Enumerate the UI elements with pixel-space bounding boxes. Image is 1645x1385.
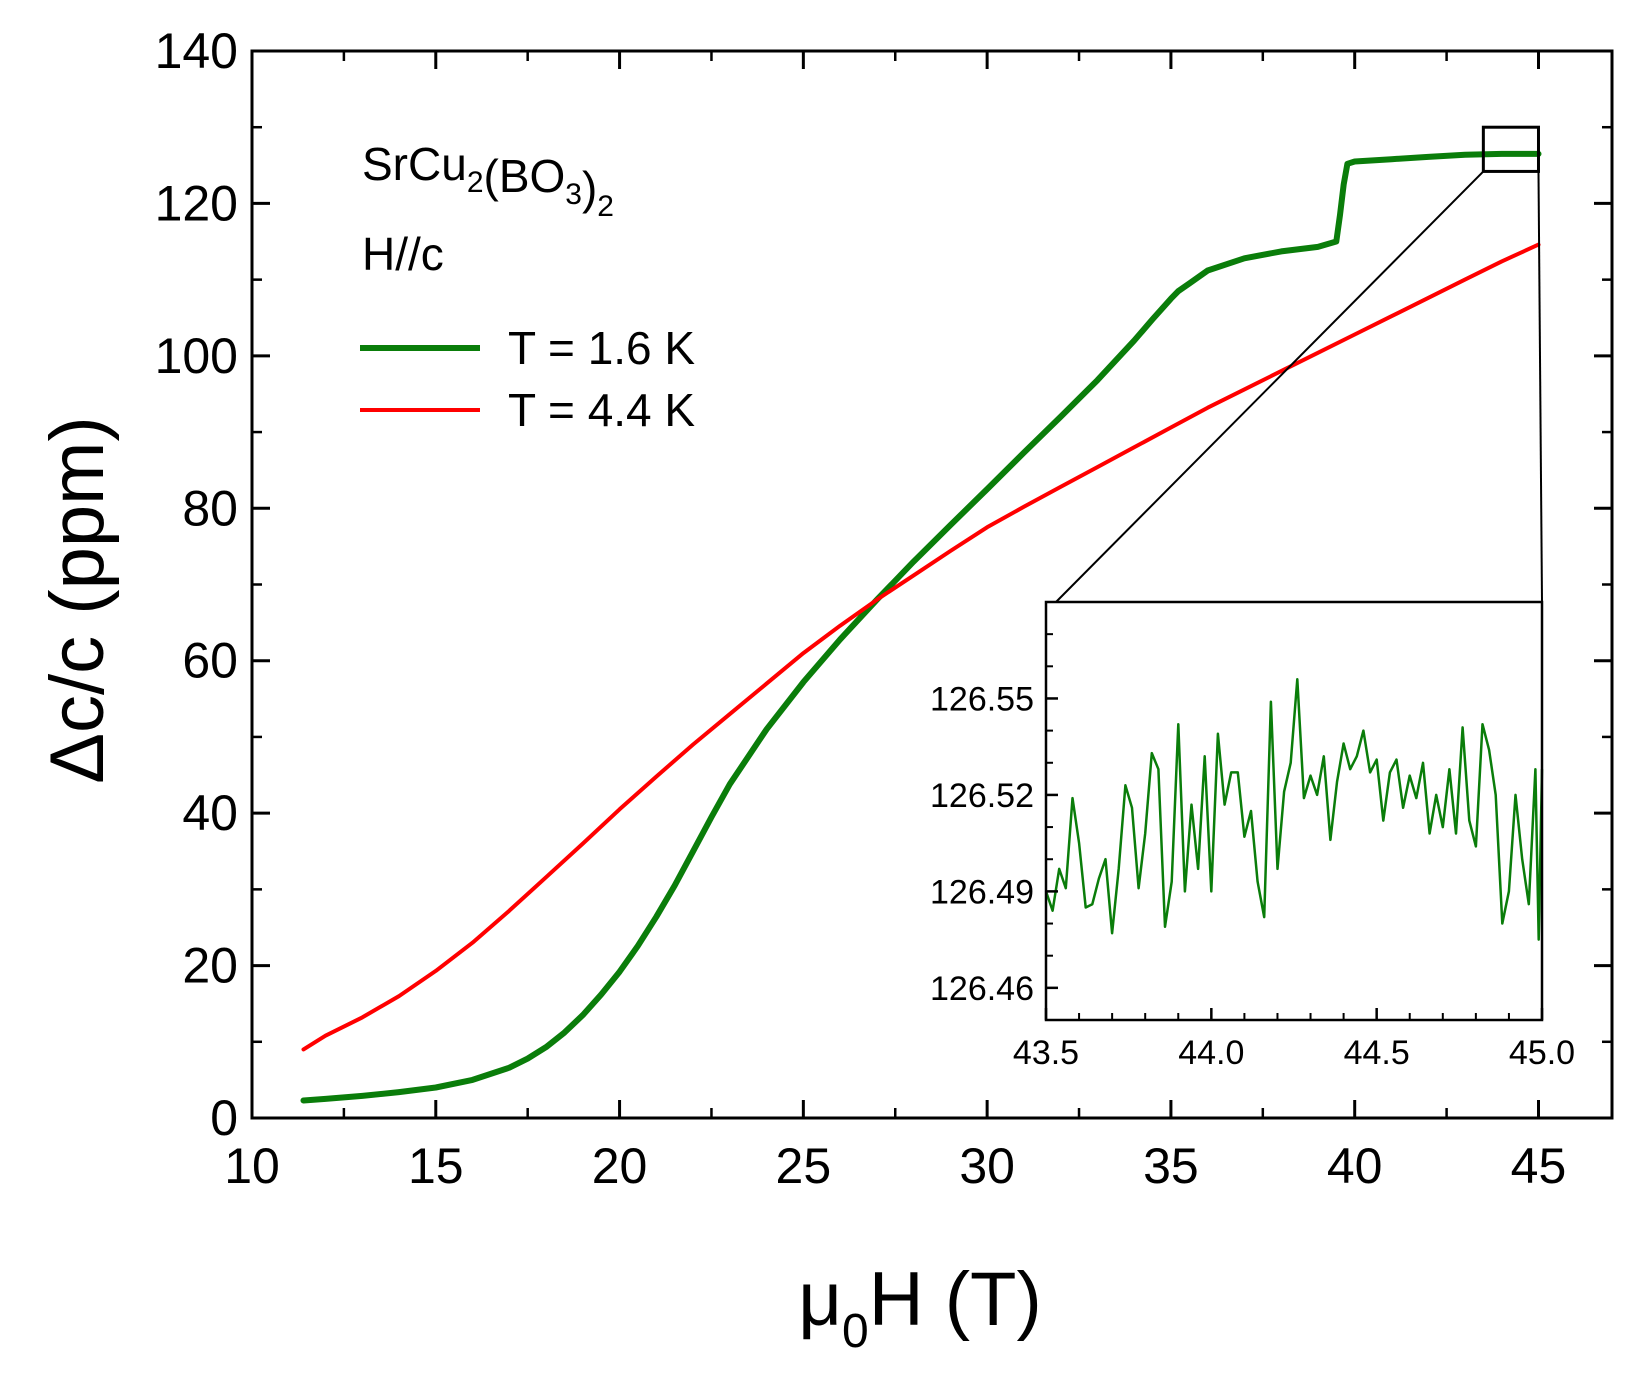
y-tick-label: 120 <box>155 175 238 231</box>
inset-background <box>1046 602 1542 1020</box>
zoom-box <box>1481 125 1540 173</box>
y-tick-label: 20 <box>182 938 238 994</box>
inset-y-tick-label: 126.55 <box>930 680 1034 718</box>
x-tick-label: 30 <box>959 1138 1015 1194</box>
inset-series-group <box>1044 677 1544 941</box>
legend-label: T = 1.6 K <box>508 322 695 374</box>
y-axis-title: Δc/c (ppm) <box>35 416 120 783</box>
series-line-t1-6k <box>300 150 1542 1104</box>
x-tick-label: 25 <box>776 1138 832 1194</box>
x-axis-title: μ0H (T) <box>798 1257 1042 1358</box>
y-tick-label: 60 <box>182 633 238 689</box>
legend-label: T = 4.4 K <box>508 384 695 436</box>
y-tick-label: 0 <box>210 1090 238 1146</box>
compound-text: SrCu <box>362 138 467 190</box>
y-tick-label: 40 <box>182 785 238 841</box>
inset-x-axis-ticks: 43.5 44.0 44.5 45.0 <box>1013 1008 1575 1072</box>
inset-x-tick-label: 45.0 <box>1509 1034 1575 1072</box>
inset-y-axis-ticks: 126.46 126.49 126.52 126.55 <box>930 633 1058 1008</box>
x-tick-label: 35 <box>1143 1138 1199 1194</box>
main-plot: 10 15 20 25 30 35 40 45 0 20 40 60 80 100 120 140 <box>155 23 1614 1194</box>
compound-subscript: 2 <box>467 166 484 199</box>
zoom-connector-left <box>1055 170 1485 603</box>
compound-text: (BO <box>484 150 566 202</box>
inset-plot-frame <box>1044 600 1544 1022</box>
inset-x-tick-label: 43.5 <box>1013 1034 1079 1072</box>
compound-subscript: 2 <box>597 190 614 223</box>
inset-plot: 43.5 44.0 44.5 45.0 126.46 126.49 126.52 126.5… <box>930 600 1575 1072</box>
x-tick-label: 15 <box>408 1138 464 1194</box>
series-line-t4-4k <box>301 242 1541 1052</box>
x-title-symbol: μ <box>798 1257 842 1342</box>
inset-series-line <box>1044 677 1544 941</box>
x-tick-label: 40 <box>1327 1138 1383 1194</box>
x-tick-label: 45 <box>1511 1138 1567 1194</box>
inset-y-tick-label: 126.52 <box>930 777 1034 815</box>
zoom-indicator <box>1055 125 1543 603</box>
compound-text: ) <box>582 162 597 214</box>
field-direction-label: H//c <box>362 228 444 280</box>
x-title-rest: H (T) <box>869 1257 1042 1342</box>
x-tick-label: 10 <box>224 1138 280 1194</box>
zoom-connector-right <box>1537 171 1543 603</box>
inset-x-tick-label: 44.0 <box>1178 1034 1244 1072</box>
y-tick-label: 100 <box>155 328 238 384</box>
y-tick-label: 80 <box>182 480 238 536</box>
inset-y-tick-label: 126.46 <box>930 970 1034 1008</box>
inset-x-tick-label: 44.5 <box>1344 1034 1410 1072</box>
inset-y-tick-label: 126.49 <box>930 873 1034 911</box>
compound-subscript: 3 <box>565 178 582 211</box>
legend: T = 1.6 K T = 4.4 K <box>360 322 695 436</box>
y-tick-label: 140 <box>155 23 238 79</box>
main-series-group <box>300 150 1542 1104</box>
main-y-axis-ticks: 0 20 40 60 80 100 120 140 <box>155 23 1612 1146</box>
compound-label: SrCu2(BO3)2 <box>362 138 614 223</box>
main-x-axis-ticks: 10 15 20 25 30 35 40 45 <box>224 51 1566 1194</box>
x-tick-label: 20 <box>592 1138 648 1194</box>
x-title-subscript: 0 <box>842 1305 869 1358</box>
